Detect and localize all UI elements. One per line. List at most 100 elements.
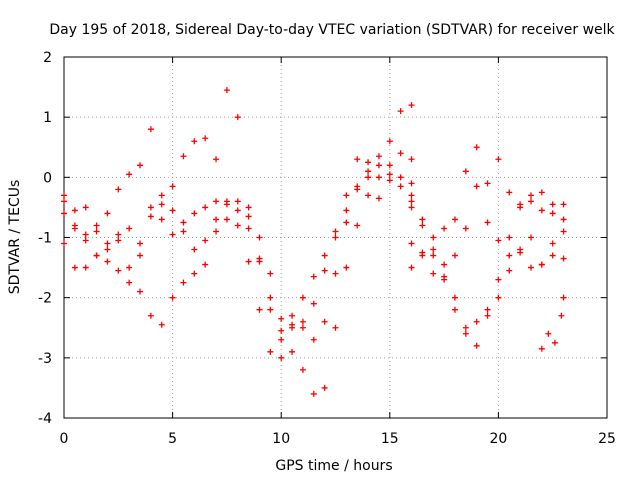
- data-point: [419, 216, 426, 223]
- data-point: [158, 216, 165, 223]
- data-point: [375, 153, 382, 160]
- data-point: [441, 261, 448, 268]
- data-point: [223, 198, 230, 205]
- data-point: [419, 222, 426, 229]
- data-point: [441, 276, 448, 283]
- data-point: [61, 240, 67, 247]
- series-trace-d: [61, 87, 415, 328]
- data-point: [115, 231, 122, 238]
- data-point: [137, 288, 144, 295]
- x-tick-label: 15: [381, 431, 399, 447]
- data-point: [82, 264, 89, 271]
- data-point: [473, 144, 480, 151]
- data-point: [202, 261, 209, 268]
- data-point: [549, 201, 556, 208]
- data-point: [234, 222, 241, 229]
- data-point: [158, 201, 165, 208]
- data-point: [451, 216, 458, 223]
- data-point: [310, 273, 317, 280]
- series-trace-f: [408, 198, 567, 349]
- data-point: [71, 222, 78, 229]
- data-point: [267, 348, 274, 355]
- data-point: [549, 240, 556, 247]
- data-point: [245, 258, 252, 265]
- data-point: [147, 204, 154, 211]
- data-point: [506, 267, 513, 274]
- axis-ticks: 0 5 10 15 20 25 -4 -3 -2 -1 0 1 2: [38, 50, 616, 447]
- data-point: [386, 138, 393, 145]
- data-point: [527, 264, 534, 271]
- data-point: [158, 192, 165, 199]
- data-point: [451, 294, 458, 301]
- data-point: [234, 207, 241, 214]
- data-point: [321, 318, 328, 325]
- data-point: [169, 231, 176, 238]
- data-point: [299, 324, 306, 331]
- data-point: [506, 234, 513, 241]
- data-point: [527, 234, 534, 241]
- data-point: [408, 102, 415, 109]
- data-point: [527, 192, 534, 199]
- data-point: [517, 204, 524, 211]
- data-point: [538, 261, 545, 268]
- data-point: [560, 294, 567, 301]
- data-point: [82, 204, 89, 211]
- data-point: [213, 198, 220, 205]
- data-point: [278, 354, 285, 361]
- data-point: [126, 279, 133, 286]
- data-point: [451, 306, 458, 313]
- data-point: [408, 180, 415, 187]
- data-point: [365, 159, 372, 166]
- data-point: [191, 210, 198, 217]
- data-point: [430, 252, 437, 259]
- data-point: [93, 222, 100, 229]
- data-point: [126, 264, 133, 271]
- data-point: [386, 177, 393, 184]
- data-point: [256, 258, 263, 265]
- y-tick-label: 0: [43, 170, 52, 186]
- x-tick-label: 20: [489, 431, 507, 447]
- data-point: [343, 219, 350, 226]
- data-point: [137, 252, 144, 259]
- data-point: [180, 228, 187, 235]
- data-point: [354, 222, 361, 229]
- data-point: [147, 312, 154, 319]
- data-point: [538, 345, 545, 352]
- data-point: [137, 240, 144, 247]
- data-point: [397, 183, 404, 190]
- data-point: [267, 306, 274, 313]
- data-point: [419, 249, 426, 256]
- data-point: [104, 210, 111, 217]
- data-point: [551, 339, 558, 346]
- data-point: [430, 270, 437, 277]
- data-point: [191, 138, 198, 145]
- chart-title: Day 195 of 2018, Sidereal Day-to-day VTE…: [49, 22, 615, 38]
- data-point: [451, 252, 458, 259]
- series-trace-a: [61, 168, 415, 343]
- data-point: [549, 252, 556, 259]
- data-point: [560, 216, 567, 223]
- data-point: [93, 252, 100, 259]
- y-tick-label: -1: [38, 231, 52, 247]
- x-tick-label: 5: [168, 431, 177, 447]
- data-point: [126, 171, 133, 178]
- data-point: [213, 216, 220, 223]
- data-point: [104, 246, 111, 253]
- data-point: [213, 228, 220, 235]
- data-point: [213, 156, 220, 163]
- data-point: [545, 330, 552, 337]
- y-tick-label: -3: [38, 351, 52, 367]
- data-point: [430, 234, 437, 241]
- data-point: [267, 294, 274, 301]
- data-point: [560, 255, 567, 262]
- data-point: [473, 318, 480, 325]
- data-point: [332, 324, 339, 331]
- data-points: [61, 87, 567, 397]
- data-point: [147, 126, 154, 133]
- data-point: [71, 207, 78, 214]
- data-point: [321, 267, 328, 274]
- data-point: [365, 192, 372, 199]
- data-point: [462, 324, 469, 331]
- data-point: [484, 180, 491, 187]
- data-point: [408, 192, 415, 199]
